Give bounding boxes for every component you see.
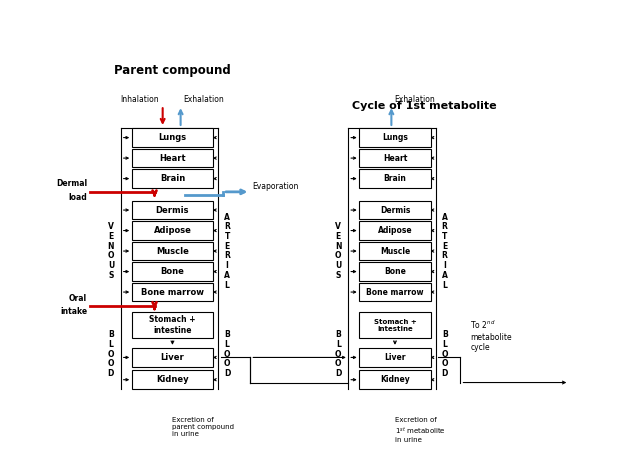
Text: Excretion of
parent compound
in urine: Excretion of parent compound in urine xyxy=(172,417,234,437)
Bar xyxy=(131,242,213,260)
Text: B
L
O
O
D: B L O O D xyxy=(335,330,341,378)
Text: Muscle: Muscle xyxy=(380,246,410,256)
Text: intake: intake xyxy=(60,308,87,316)
Bar xyxy=(359,283,431,302)
Text: load: load xyxy=(68,193,87,202)
Text: Heart: Heart xyxy=(159,154,186,162)
Text: V
E
N
O
U
S: V E N O U S xyxy=(108,222,114,280)
Text: Liver: Liver xyxy=(161,353,184,362)
Text: Heart: Heart xyxy=(383,154,407,162)
Text: Dermis: Dermis xyxy=(156,206,189,214)
Text: Parent compound: Parent compound xyxy=(114,64,231,77)
Text: Adipose: Adipose xyxy=(378,226,412,235)
Bar xyxy=(131,201,213,219)
Bar xyxy=(131,313,213,338)
Text: A
R
T
E
R
I
A
L: A R T E R I A L xyxy=(224,213,230,290)
Bar xyxy=(359,221,431,240)
Bar xyxy=(359,128,431,147)
Bar xyxy=(359,262,431,281)
Bar xyxy=(359,242,431,260)
Bar xyxy=(359,370,431,389)
Bar xyxy=(131,283,213,302)
Text: Dermal: Dermal xyxy=(56,179,87,188)
Text: V
E
N
O
U
S: V E N O U S xyxy=(335,222,341,280)
Text: Adipose: Adipose xyxy=(154,226,191,235)
Text: Dermis: Dermis xyxy=(380,206,410,214)
Text: B
L
O
O
D: B L O O D xyxy=(441,330,448,378)
Text: Kidney: Kidney xyxy=(380,375,410,384)
Text: Inhalation: Inhalation xyxy=(120,95,159,104)
Text: Bone: Bone xyxy=(161,267,184,276)
Text: Brain: Brain xyxy=(160,174,185,183)
Text: B
L
O
O
D: B L O O D xyxy=(224,330,230,378)
Text: Evaporation: Evaporation xyxy=(252,182,298,191)
Bar xyxy=(131,128,213,147)
Text: Lungs: Lungs xyxy=(382,133,408,142)
Text: Stomach +
intestine: Stomach + intestine xyxy=(374,319,417,331)
Bar xyxy=(131,221,213,240)
Bar xyxy=(131,348,213,367)
Text: Lungs: Lungs xyxy=(158,133,186,142)
Bar xyxy=(359,149,431,168)
Text: Exhalation: Exhalation xyxy=(394,95,434,104)
Text: Excretion of
1$^{st}$ metabolite
in urine: Excretion of 1$^{st}$ metabolite in urin… xyxy=(396,417,446,443)
Bar xyxy=(359,348,431,367)
Text: Bone marrow: Bone marrow xyxy=(366,287,424,297)
Bar xyxy=(131,149,213,168)
Text: Cycle of 1st metabolite: Cycle of 1st metabolite xyxy=(352,101,497,111)
Text: Bone marrow: Bone marrow xyxy=(141,287,204,297)
Text: Bone: Bone xyxy=(384,267,406,276)
Bar xyxy=(359,169,431,188)
Text: Stomach +
intestine: Stomach + intestine xyxy=(149,315,196,335)
Text: A
R
T
E
R
I
A
L: A R T E R I A L xyxy=(441,213,448,290)
Bar xyxy=(131,169,213,188)
Text: Brain: Brain xyxy=(383,174,406,183)
Bar xyxy=(131,262,213,281)
Bar xyxy=(131,370,213,389)
Text: Oral: Oral xyxy=(69,294,87,303)
Bar xyxy=(359,201,431,219)
Text: Kidney: Kidney xyxy=(156,375,189,384)
Text: Liver: Liver xyxy=(384,353,406,362)
Text: To 2$^{nd}$
metabolite
cycle: To 2$^{nd}$ metabolite cycle xyxy=(470,319,512,352)
Text: Muscle: Muscle xyxy=(156,246,189,256)
Bar xyxy=(359,313,431,338)
Text: B
L
O
O
D: B L O O D xyxy=(108,330,114,378)
Text: Exhalation: Exhalation xyxy=(183,95,224,104)
